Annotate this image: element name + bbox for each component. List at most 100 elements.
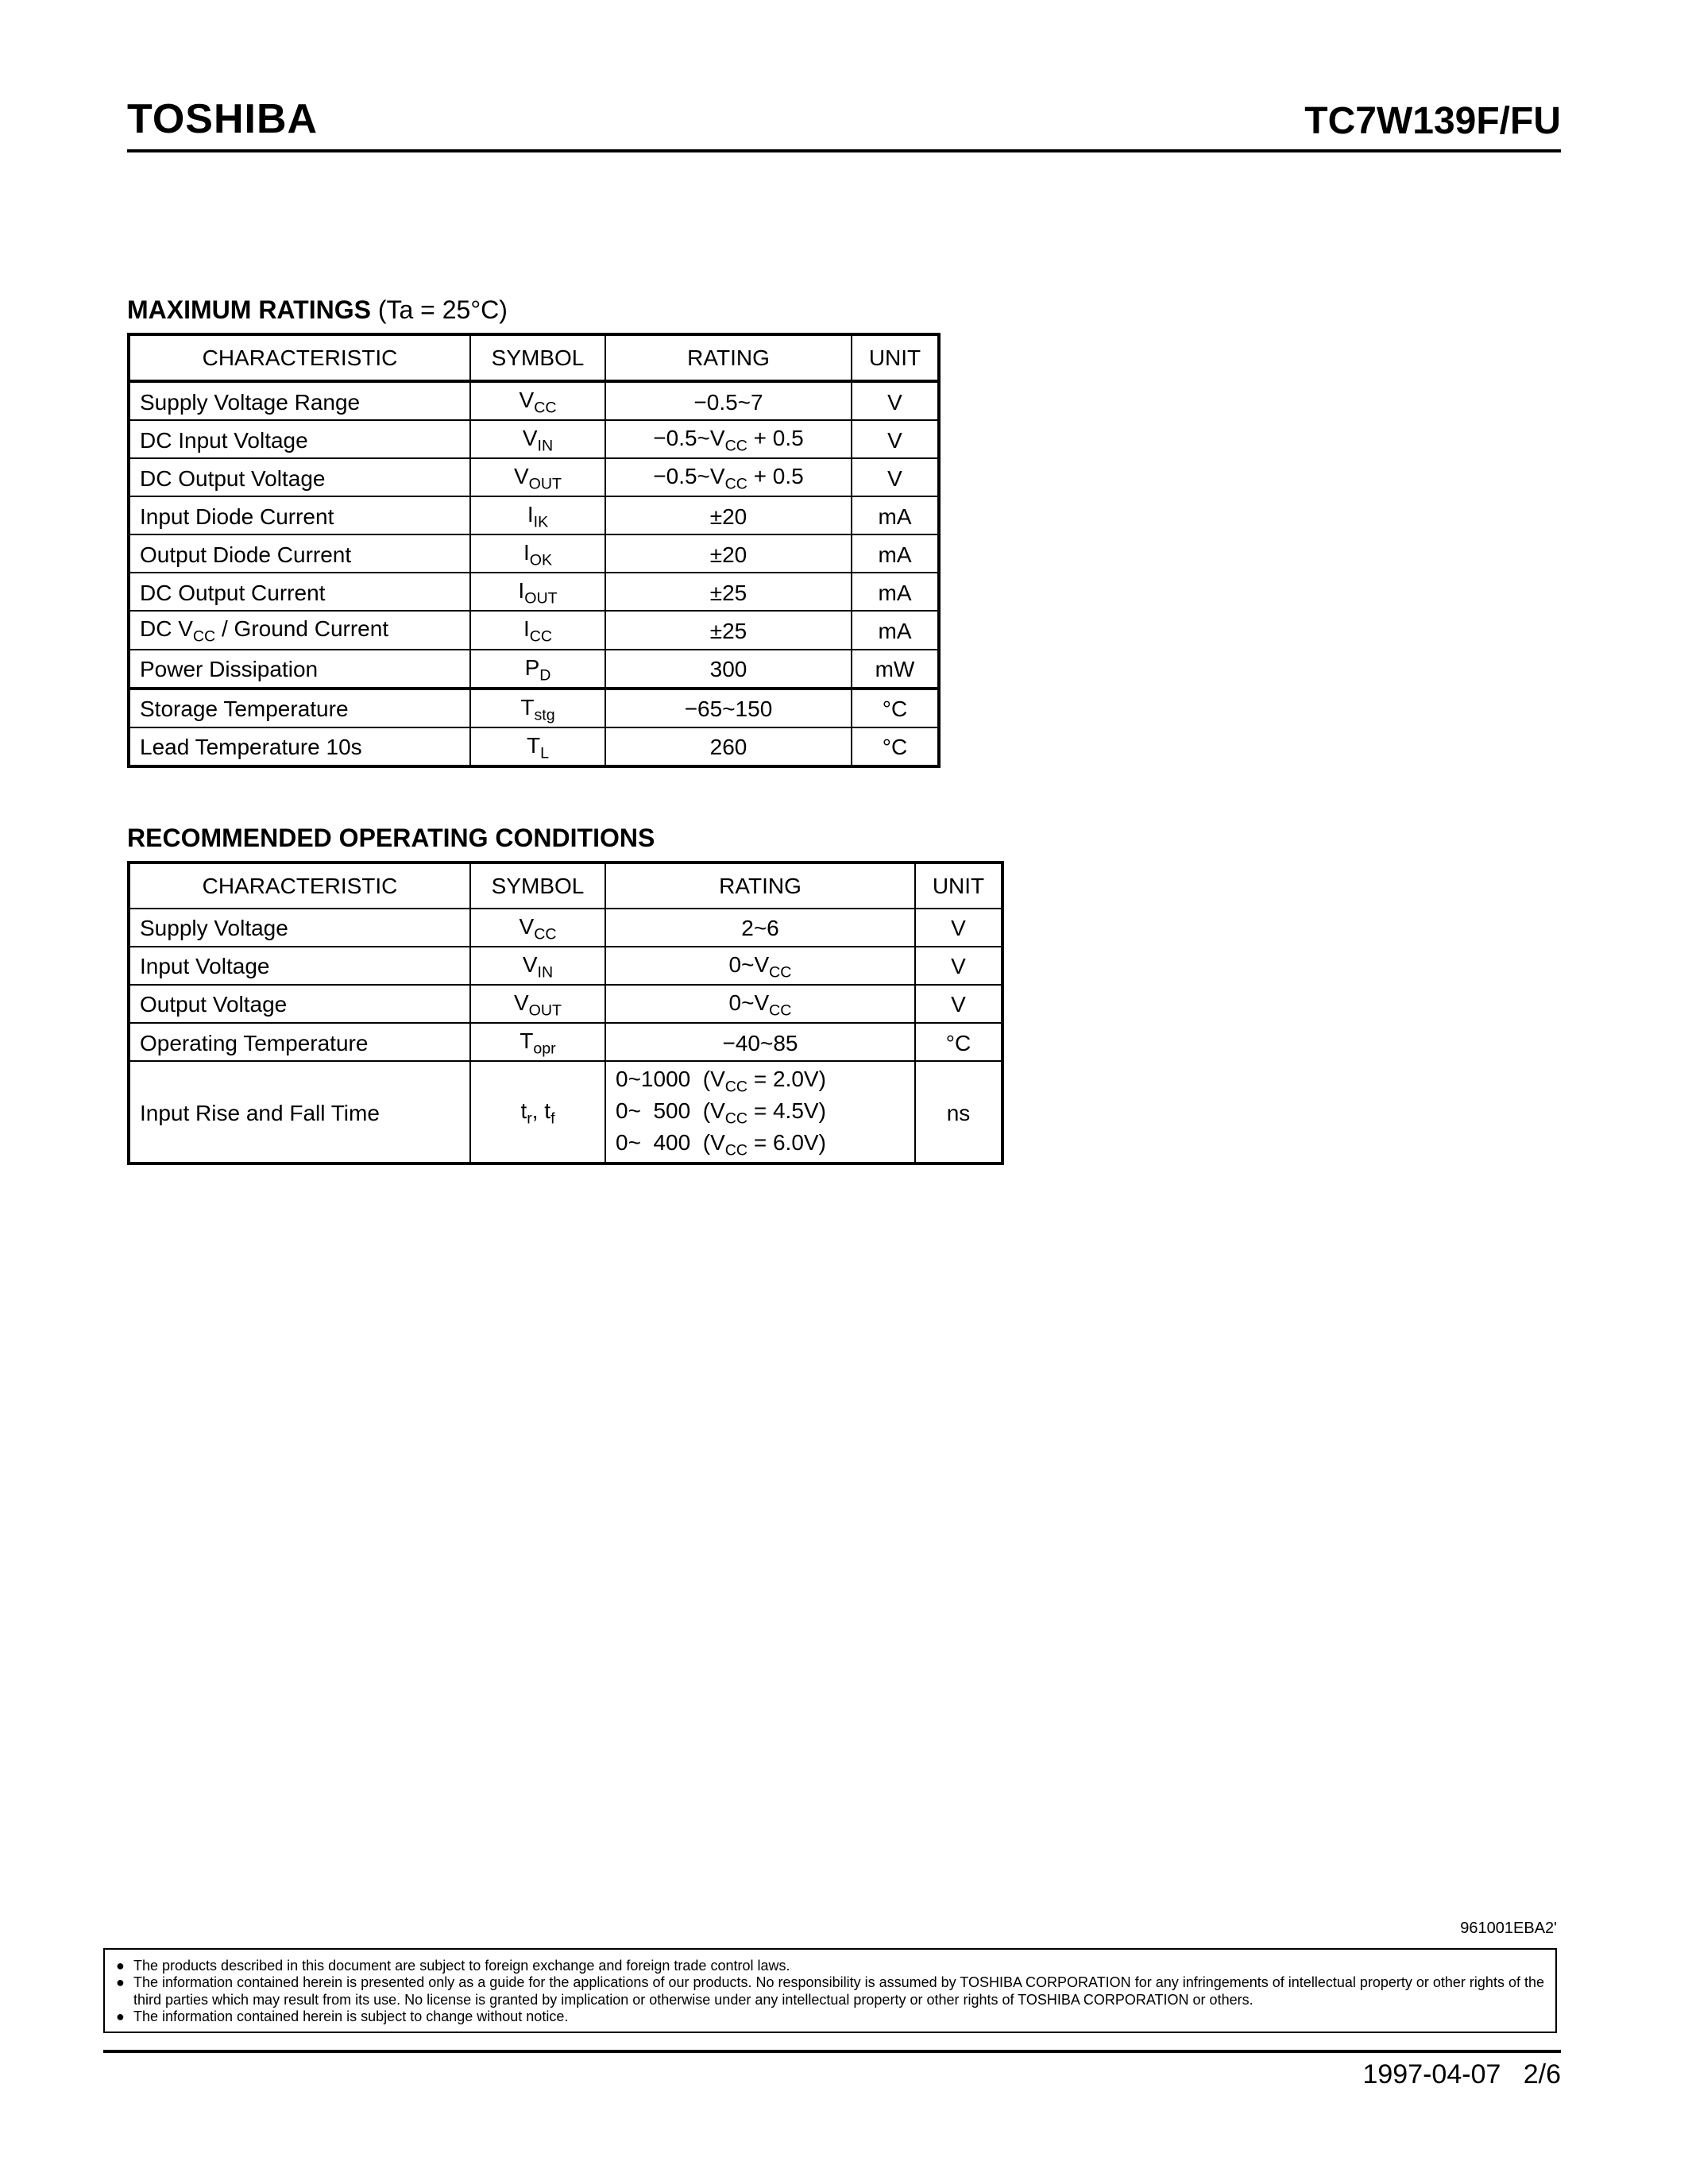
cell-symbol: VIN xyxy=(470,420,605,458)
cell-characteristic: Power Dissipation xyxy=(129,650,470,689)
cell-rating: 2~6 xyxy=(605,909,915,947)
cell-symbol: IOUT xyxy=(470,573,605,611)
table-row: Operating TemperatureTopr−40~85°C xyxy=(129,1023,1002,1061)
table-header-row: CHARACTERISTIC SYMBOL RATING UNIT xyxy=(129,862,1002,909)
table-row: Supply Voltage RangeVCC−0.5~7V xyxy=(129,381,939,420)
cell-symbol: IOK xyxy=(470,534,605,573)
cell-symbol: VCC xyxy=(470,381,605,420)
disclaimer-item: The information contained herein is pres… xyxy=(116,1974,1544,2008)
footer-info: 1997-04-07 2/6 xyxy=(1362,2059,1561,2090)
cell-unit: mA xyxy=(852,573,939,611)
cell-symbol: VIN xyxy=(470,947,605,985)
cell-rating: −0.5~VCC + 0.5 xyxy=(605,458,852,496)
cell-rating: ±20 xyxy=(605,496,852,534)
cell-unit: mA xyxy=(852,496,939,534)
col-symbol: SYMBOL xyxy=(470,862,605,909)
cell-rating: −65~150 xyxy=(605,689,852,727)
disclaimer-box: The products described in this document … xyxy=(103,1948,1557,2033)
cell-characteristic: DC VCC / Ground Current xyxy=(129,611,470,649)
col-characteristic: CHARACTERISTIC xyxy=(129,334,470,381)
cell-unit: V xyxy=(852,458,939,496)
table-row: Input Diode CurrentIIK±20mA xyxy=(129,496,939,534)
footer-page: 2/6 xyxy=(1524,2059,1561,2089)
cell-symbol: ICC xyxy=(470,611,605,649)
section-1-condition: (Ta = 25°C) xyxy=(378,295,508,324)
cell-rating: ±25 xyxy=(605,611,852,649)
cell-characteristic: DC Input Voltage xyxy=(129,420,470,458)
col-unit: UNIT xyxy=(852,334,939,381)
cell-unit: mA xyxy=(852,611,939,649)
document-code: 961001EBA2' xyxy=(1460,1920,1557,1938)
table-row: Input VoltageVIN0~VCCV xyxy=(129,947,1002,985)
cell-rating: −40~85 xyxy=(605,1023,915,1061)
cell-characteristic: DC Output Voltage xyxy=(129,458,470,496)
cell-characteristic: Output Diode Current xyxy=(129,534,470,573)
section-1-title-text: MAXIMUM RATINGS xyxy=(127,295,371,324)
table-row: Power DissipationPD300mW xyxy=(129,650,939,689)
cell-unit: V xyxy=(915,947,1002,985)
cell-rating: 0~1000 (VCC = 2.0V)0~ 500 (VCC = 4.5V)0~… xyxy=(605,1061,915,1163)
col-characteristic: CHARACTERISTIC xyxy=(129,862,470,909)
max-ratings-table: CHARACTERISTIC SYMBOL RATING UNIT Supply… xyxy=(127,333,941,768)
cell-rating: −0.5~7 xyxy=(605,381,852,420)
cell-characteristic: Output Voltage xyxy=(129,985,470,1023)
col-rating: RATING xyxy=(605,862,915,909)
section-1-title: MAXIMUM RATINGS (Ta = 25°C) xyxy=(127,295,1561,325)
cell-characteristic: Supply Voltage xyxy=(129,909,470,947)
cell-characteristic: DC Output Current xyxy=(129,573,470,611)
cell-unit: °C xyxy=(852,727,939,766)
cell-unit: °C xyxy=(915,1023,1002,1061)
page-header: TOSHIBA TC7W139F/FU xyxy=(127,95,1561,152)
cell-unit: °C xyxy=(852,689,939,727)
cell-unit: mW xyxy=(852,650,939,689)
cell-symbol: PD xyxy=(470,650,605,689)
table-row: DC Output VoltageVOUT−0.5~VCC + 0.5V xyxy=(129,458,939,496)
table-row: Lead Temperature 10sTL260°C xyxy=(129,727,939,766)
col-symbol: SYMBOL xyxy=(470,334,605,381)
table-row: Storage TemperatureTstg−65~150°C xyxy=(129,689,939,727)
brand-logo: TOSHIBA xyxy=(127,95,318,143)
table-header-row: CHARACTERISTIC SYMBOL RATING UNIT xyxy=(129,334,939,381)
disclaimer-item: The information contained herein is subj… xyxy=(116,2008,1544,2025)
cell-characteristic: Supply Voltage Range xyxy=(129,381,470,420)
disclaimer-list: The products described in this document … xyxy=(116,1958,1544,2025)
table-row: Output VoltageVOUT0~VCCV xyxy=(129,985,1002,1023)
cell-symbol: TL xyxy=(470,727,605,766)
table-row: Supply VoltageVCC2~6V xyxy=(129,909,1002,947)
cell-symbol: VOUT xyxy=(470,985,605,1023)
cell-rating: 0~VCC xyxy=(605,947,915,985)
section-2-title: RECOMMENDED OPERATING CONDITIONS xyxy=(127,824,1561,853)
cell-symbol: VCC xyxy=(470,909,605,947)
operating-conditions-table: CHARACTERISTIC SYMBOL RATING UNIT Supply… xyxy=(127,861,1004,1166)
cell-rating: 300 xyxy=(605,650,852,689)
cell-characteristic: Input Voltage xyxy=(129,947,470,985)
cell-rating: 260 xyxy=(605,727,852,766)
table-row: DC Input VoltageVIN−0.5~VCC + 0.5V xyxy=(129,420,939,458)
cell-characteristic: Input Rise and Fall Time xyxy=(129,1061,470,1163)
cell-characteristic: Operating Temperature xyxy=(129,1023,470,1061)
table-row: Input Rise and Fall Timetr, tf0~1000 (VC… xyxy=(129,1061,1002,1163)
cell-symbol: tr, tf xyxy=(470,1061,605,1163)
cell-characteristic: Input Diode Current xyxy=(129,496,470,534)
cell-unit: mA xyxy=(852,534,939,573)
table-row: Output Diode CurrentIOK±20mA xyxy=(129,534,939,573)
col-unit: UNIT xyxy=(915,862,1002,909)
footer-date: 1997-04-07 xyxy=(1362,2059,1501,2089)
table-row: DC VCC / Ground CurrentICC±25mA xyxy=(129,611,939,649)
cell-rating: 0~VCC xyxy=(605,985,915,1023)
cell-symbol: Topr xyxy=(470,1023,605,1061)
cell-unit: V xyxy=(915,909,1002,947)
cell-symbol: Tstg xyxy=(470,689,605,727)
cell-unit: V xyxy=(915,985,1002,1023)
col-rating: RATING xyxy=(605,334,852,381)
cell-unit: V xyxy=(852,381,939,420)
cell-symbol: VOUT xyxy=(470,458,605,496)
cell-characteristic: Storage Temperature xyxy=(129,689,470,727)
cell-rating: ±20 xyxy=(605,534,852,573)
cell-symbol: IIK xyxy=(470,496,605,534)
cell-rating: ±25 xyxy=(605,573,852,611)
table-row: DC Output CurrentIOUT±25mA xyxy=(129,573,939,611)
cell-rating: −0.5~VCC + 0.5 xyxy=(605,420,852,458)
disclaimer-item: The products described in this document … xyxy=(116,1958,1544,1974)
cell-characteristic: Lead Temperature 10s xyxy=(129,727,470,766)
